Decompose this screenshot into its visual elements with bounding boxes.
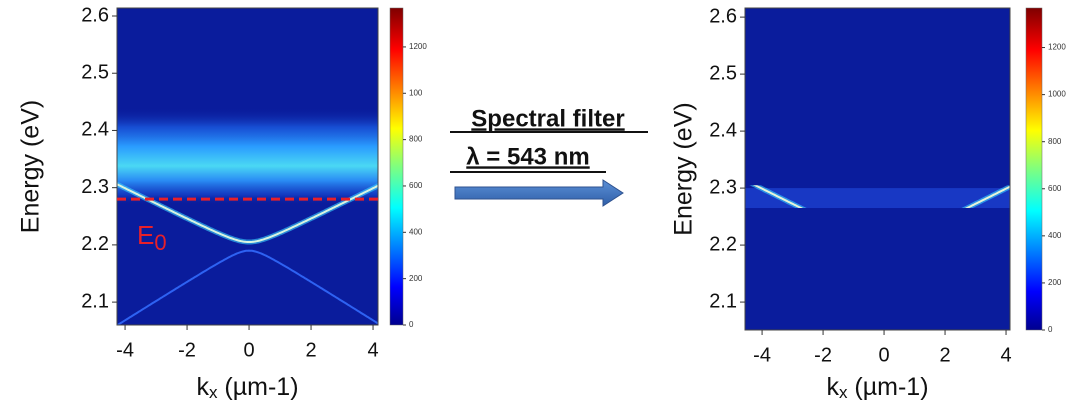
x-tick-label: 4 — [1000, 344, 1011, 366]
x-axis-label: kx (µm-1) — [826, 373, 928, 403]
colorbar-tick-label: 1200 — [409, 42, 427, 51]
x-tick-label: -4 — [116, 339, 134, 361]
colorbar-tick-label: 400 — [409, 227, 423, 236]
y-tick-label: 2.2 — [709, 233, 737, 255]
colorbar-tick-label: 200 — [1048, 278, 1062, 287]
y-axis-label: Energy (eV) — [670, 102, 698, 235]
x-tick-label: 4 — [367, 339, 378, 361]
x-axis-label: kx (µm-1) — [196, 373, 298, 403]
heatmap — [117, 8, 378, 325]
colorbar-tick-label: 600 — [409, 181, 423, 190]
colorbar-tick-label: 800 — [1048, 137, 1062, 146]
filter-text: Spectral filter — [471, 105, 624, 132]
x-tick-label: -2 — [178, 339, 196, 361]
emission-band — [117, 107, 378, 205]
colorbar-tick-label: 400 — [1048, 231, 1062, 240]
heatmap-bg — [745, 8, 1010, 330]
lower-branch — [117, 249, 378, 325]
y-tick-label: 2.4 — [81, 119, 109, 141]
colorbar-tick-label: 200 — [409, 274, 423, 283]
y-axis-label: Energy (eV) — [17, 100, 45, 233]
heatmap — [745, 8, 1010, 330]
arrow — [454, 179, 624, 207]
x-tick-label: 2 — [305, 339, 316, 361]
colorbar-tick-label: 1000 — [1048, 90, 1066, 99]
x-tick-label: -4 — [753, 344, 771, 366]
colorbar — [1025, 7, 1043, 331]
x-label-subscript: x — [209, 383, 218, 402]
colorbar — [389, 7, 404, 326]
plot-frame — [744, 7, 1011, 331]
filter-text: λ = 543 nm — [466, 143, 589, 170]
colorbar-tick-label: 0 — [1048, 325, 1053, 334]
y-tick-label: 2.1 — [709, 290, 737, 312]
x-tick-label: 0 — [243, 339, 254, 361]
x-label-text: k — [196, 373, 209, 401]
plot-frame — [116, 7, 379, 326]
y-tick-label: 2.5 — [709, 62, 737, 84]
x-label-text: (µm-1) — [847, 373, 928, 401]
label-text: E — [137, 220, 154, 250]
label-subscript: 0 — [154, 230, 166, 255]
colorbar-tick-label: 0 — [409, 320, 414, 329]
filtered — [749, 185, 1010, 209]
x-tick-label: 2 — [939, 344, 950, 366]
colorbar-tick-label: 1200 — [1048, 43, 1066, 52]
y-tick-label: 2.1 — [81, 290, 109, 312]
reference-label: E0 — [137, 220, 167, 255]
y-tick-label: 2.4 — [709, 119, 737, 141]
colorbar-tick-label: 600 — [1048, 184, 1062, 193]
x-tick-label: 0 — [878, 344, 889, 366]
x-tick-label: -2 — [814, 344, 832, 366]
polariton-branch — [753, 185, 1010, 209]
y-tick-label: 2.6 — [709, 5, 737, 27]
y-tick-label: 2.3 — [81, 176, 109, 198]
y-tick-label: 2.3 — [709, 176, 737, 198]
y-tick-label: 2.5 — [81, 62, 109, 84]
x-label-text: (µm-1) — [217, 373, 298, 401]
x-label-subscript: x — [839, 383, 848, 402]
y-tick-label: 2.6 — [81, 4, 109, 26]
filter-band — [745, 188, 1010, 209]
colorbar-tick-label: 100 — [409, 88, 423, 97]
colorbar-tick-label: 800 — [409, 135, 423, 144]
polariton-branch — [117, 183, 378, 243]
x-label-text: k — [826, 373, 839, 401]
y-tick-label: 2.2 — [81, 233, 109, 255]
